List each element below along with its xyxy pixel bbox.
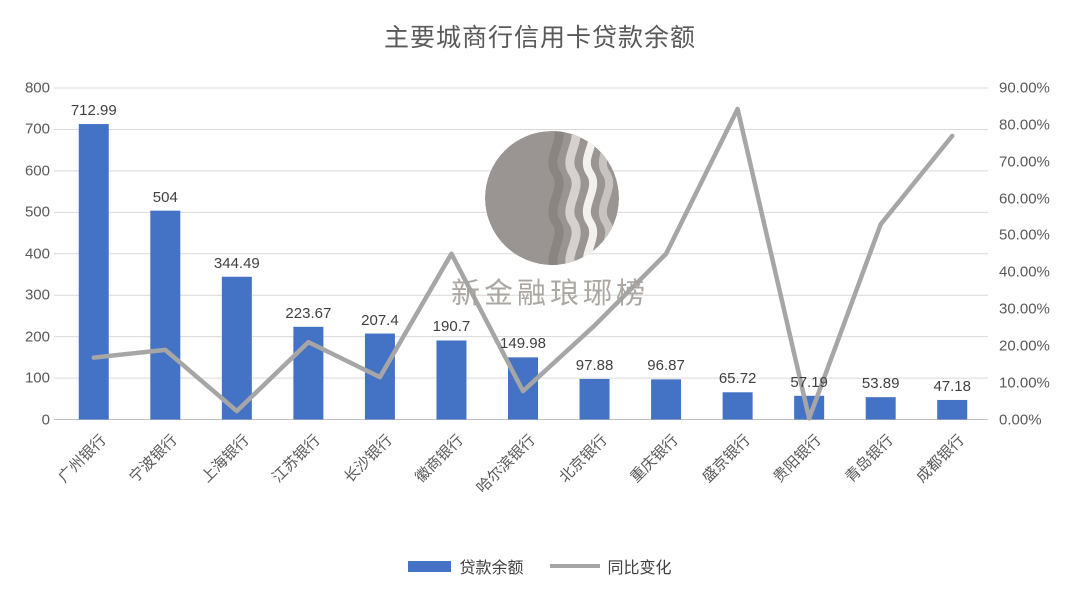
legend-item-yoy-change: 同比变化 — [549, 554, 672, 578]
left-axis-tick: 100 — [24, 369, 50, 387]
bar-青岛银行 — [865, 397, 896, 420]
right-axis-tick: 40.00% — [999, 263, 1050, 281]
bar-value-label: 65.72 — [718, 370, 757, 388]
legend-line-swatch-icon — [549, 564, 600, 568]
legend-label: 贷款余额 — [459, 560, 524, 577]
bar-徽商银行 — [436, 340, 467, 420]
bar-value-label: 504 — [152, 188, 178, 206]
bar-成都银行 — [937, 399, 968, 420]
right-axis-tick: 70.00% — [999, 153, 1050, 171]
yoy-line — [91, 106, 955, 421]
bar-盛京银行 — [722, 392, 753, 420]
left-axis-tick: 600 — [24, 162, 50, 180]
bar-value-label: 712.99 — [70, 102, 117, 120]
bar-value-label: 149.98 — [500, 335, 546, 353]
bar-上海银行 — [221, 276, 252, 420]
left-axis-tick: 200 — [24, 328, 50, 346]
right-axis-tick: 30.00% — [999, 300, 1050, 318]
bar-value-label: 96.87 — [647, 357, 685, 375]
chart-title: 主要城商行信用卡贷款余额 — [383, 24, 696, 52]
bar-value-label: 47.18 — [933, 377, 971, 395]
right-axis-tick: 60.00% — [999, 190, 1050, 207]
watermark-wave-icon — [565, 131, 581, 265]
watermark-logo-icon — [485, 131, 619, 265]
bar-value-label: 223.67 — [285, 304, 332, 322]
bar-宁波银行 — [150, 210, 181, 420]
bar-value-label: 97.88 — [575, 356, 614, 374]
left-axis-tick: 300 — [24, 286, 50, 304]
bar-value-label: 344.49 — [213, 254, 260, 272]
watermark-wave-icon — [582, 131, 598, 265]
bar-北京银行 — [579, 378, 610, 420]
bar-value-label: 190.7 — [432, 318, 471, 336]
left-axis-tick: 400 — [24, 245, 50, 263]
left-axis-tick: 0 — [41, 411, 50, 428]
watermark-wave-icon — [598, 131, 614, 265]
legend-item-loan-balance: 贷款余额 — [408, 554, 524, 578]
right-axis-tick: 90.00% — [999, 79, 1050, 97]
right-axis-tick: 50.00% — [999, 226, 1050, 244]
watermark-wave-icon — [548, 131, 564, 265]
right-axis-tick: 0.00% — [999, 411, 1042, 428]
left-axis-tick: 500 — [24, 203, 50, 221]
legend: 贷款余额 同比变化 — [0, 554, 1080, 578]
left-axis-tick: 700 — [24, 120, 50, 138]
legend-label: 同比变化 — [607, 560, 672, 577]
watermark-text: 新金融琅琊榜 — [450, 278, 650, 310]
right-axis-tick: 20.00% — [999, 337, 1050, 355]
right-axis-tick: 80.00% — [999, 116, 1050, 134]
bar-series — [78, 124, 968, 420]
legend-bar-swatch-icon — [408, 560, 452, 572]
left-axis-tick: 800 — [24, 79, 50, 97]
bar-value-label: 207.4 — [361, 311, 399, 329]
bar-value-label: 53.89 — [861, 375, 900, 393]
right-axis-tick: 10.00% — [999, 374, 1050, 392]
line-series — [91, 106, 955, 421]
bar-value-label: 57.19 — [790, 373, 828, 391]
bar-重庆银行 — [651, 379, 682, 420]
bar-广州银行 — [78, 124, 109, 420]
